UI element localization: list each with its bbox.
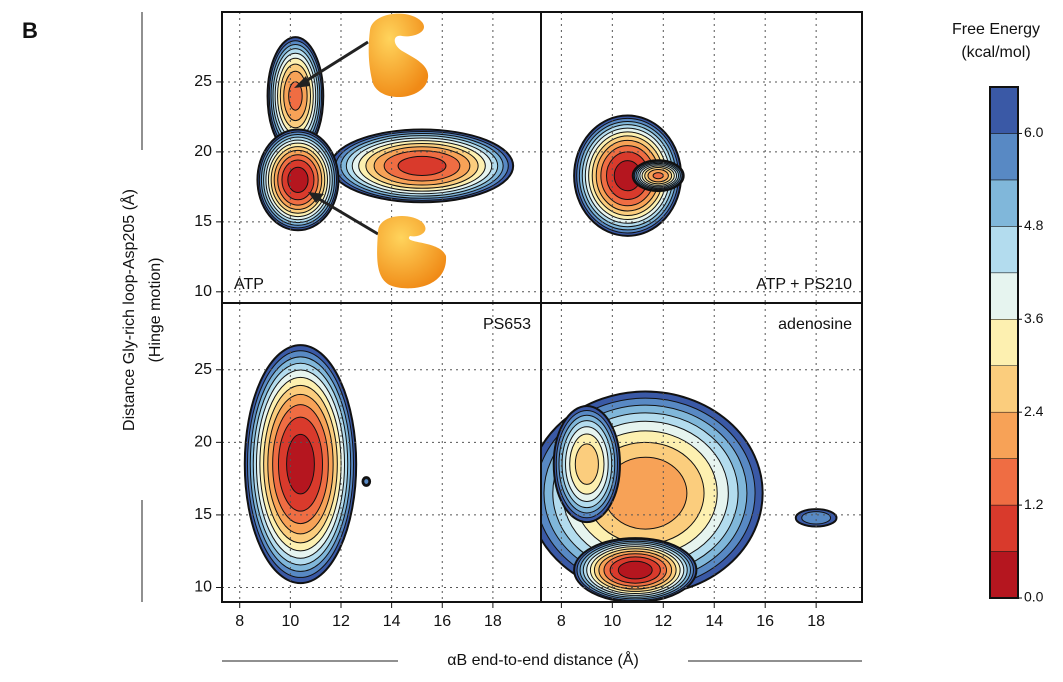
- protein-open: [368, 13, 429, 98]
- colorbar-tick-label: 3.6: [1024, 310, 1044, 326]
- panel: [541, 12, 862, 303]
- colorbar-tick-label: 1.2: [1024, 496, 1044, 512]
- protein-closed: [377, 216, 447, 289]
- colorbar-band: [989, 133, 1019, 181]
- contour-level: [574, 443, 599, 485]
- x-tick-label: 10: [603, 613, 621, 630]
- colorbar-tick-label: 0.0: [1024, 589, 1044, 605]
- panel: [222, 303, 541, 602]
- colorbar-band: [989, 226, 1019, 274]
- contour-level: [286, 433, 315, 495]
- colorbar-band: [989, 86, 1019, 134]
- colorbar-tick-label: 6.0: [1024, 124, 1044, 140]
- colorbar-band: [989, 504, 1019, 552]
- colorbar-band: [989, 551, 1019, 599]
- y-tick-label: 10: [194, 283, 212, 300]
- y-tick-label: 20: [194, 434, 212, 451]
- colorbar-frame: [989, 86, 1019, 599]
- contour-level: [652, 172, 664, 180]
- arrow: [297, 40, 369, 88]
- colorbar-band: [989, 458, 1019, 506]
- colorbar-band: [989, 365, 1019, 413]
- contour-level: [363, 478, 370, 485]
- x-tick-label: 12: [654, 613, 672, 630]
- figure-label: B: [22, 18, 38, 43]
- y-axis-label: Distance Gly-rich loop-Asp205 (Å): [119, 189, 138, 431]
- x-tick-label: 8: [557, 613, 566, 630]
- arrow: [313, 194, 379, 236]
- colorbar-band: [989, 272, 1019, 320]
- x-tick-label: 14: [383, 613, 401, 630]
- x-tick-label: 10: [281, 613, 299, 630]
- x-tick-label: 16: [433, 613, 451, 630]
- annotations: [294, 13, 447, 289]
- contour-level: [397, 155, 447, 176]
- colorbar-band: [989, 411, 1019, 459]
- x-tick-label: 18: [484, 613, 502, 630]
- panel-label: adenosine: [778, 316, 852, 333]
- x-axis-label: αB end-to-end distance (Å): [447, 650, 639, 669]
- colorbar-title: (kcal/mol): [961, 44, 1030, 61]
- panel-label: PS653: [483, 316, 531, 333]
- arrowhead: [294, 76, 310, 88]
- panel: [222, 12, 541, 303]
- arrowhead: [308, 192, 324, 203]
- colorbar-band: [989, 319, 1019, 366]
- colorbar-tick-label: 4.8: [1024, 217, 1044, 233]
- y-tick-label: 15: [194, 213, 212, 230]
- x-tick-label: 8: [235, 613, 244, 630]
- colorbar-title: Free Energy: [952, 21, 1040, 38]
- y-tick-label: 25: [194, 361, 212, 378]
- y-tick-label: 10: [194, 579, 212, 596]
- colorbar-band: [989, 179, 1019, 227]
- x-tick-label: 14: [705, 613, 723, 630]
- y-axis-label: (Hinge motion): [147, 258, 164, 363]
- y-tick-label: 20: [194, 143, 212, 160]
- contour-level: [287, 166, 309, 193]
- x-tick-label: 16: [756, 613, 774, 630]
- x-tick-label: 12: [332, 613, 350, 630]
- colorbar: 0.0 1.2 2.4 3.6 4.8 6.0: [989, 86, 1044, 605]
- contour-level: [617, 560, 653, 580]
- panel: [541, 303, 862, 602]
- panel-label: ATP: [234, 276, 264, 293]
- panel-label: ATP + PS210: [756, 276, 852, 293]
- y-tick-label: 15: [194, 506, 212, 523]
- y-tick-label: 25: [194, 73, 212, 90]
- x-tick-label: 18: [807, 613, 825, 630]
- colorbar-tick-label: 2.4: [1024, 403, 1044, 419]
- plots: 10 15 20 25 ATP ATP + PS210 8 10 12 14 16 18 10 15 20 2…: [194, 11, 863, 630]
- panel-frame: [540, 302, 863, 603]
